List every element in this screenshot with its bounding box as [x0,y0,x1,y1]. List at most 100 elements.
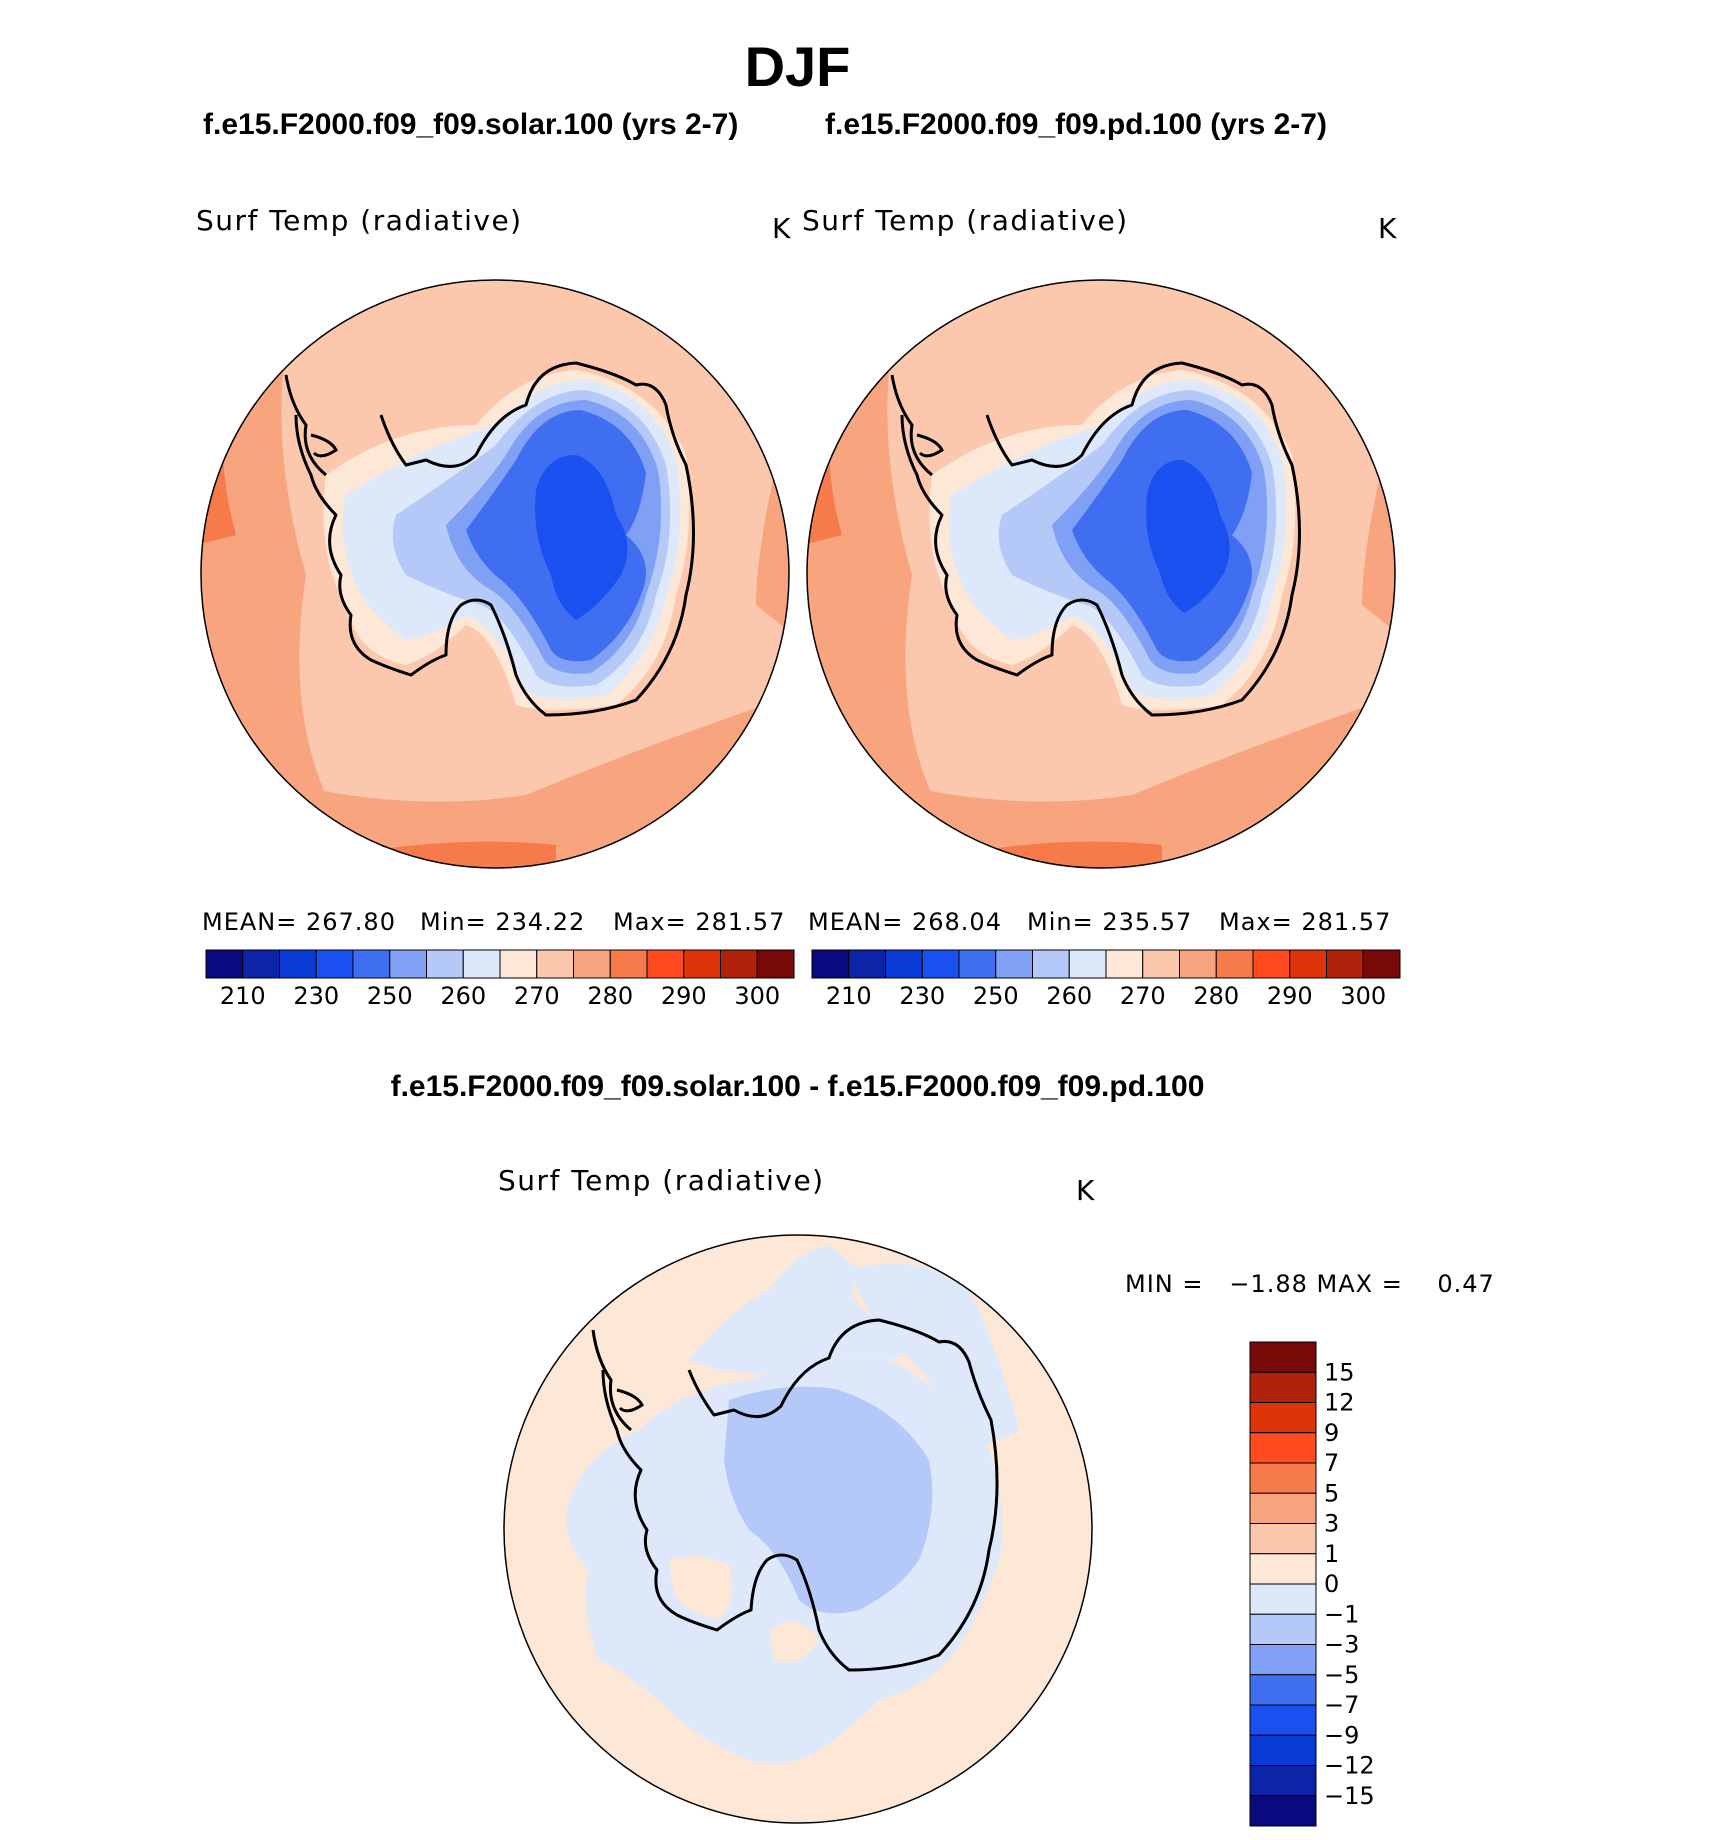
colorbar-tick-label: −3 [1324,1631,1359,1659]
positive-patch-inner [669,1556,733,1620]
colorbar-swatch [1289,949,1327,979]
cold-core [1145,460,1230,613]
colorbar-tick-label: 260 [1046,982,1092,1010]
colorbar-tick-label: −1 [1324,1600,1359,1628]
right-units-label: K [1378,212,1397,245]
colorbar-tick-label: 3 [1324,1510,1339,1538]
right-case-title: f.e15.F2000.f09_f09.pd.100 (yrs 2-7) [825,108,1327,141]
colorbar-swatch [1249,1402,1317,1434]
antarctica-coastline [900,361,1301,717]
colorbar-swatch [921,949,960,979]
peninsula-detail [591,1329,632,1432]
left-mean-stat: MEAN= 267.80 [202,908,396,936]
left-min-stat: Min= 234.22 [420,908,586,936]
colorbar-tick-label: 280 [1193,982,1239,1010]
colorbar-tick-label: −7 [1324,1691,1359,1719]
colorbar-tick-label: 280 [587,982,633,1010]
negative-patch-east [849,1263,1019,1445]
antarctica-coastline [601,1318,999,1672]
colorbar-swatch [279,949,317,979]
right-polar-map [806,279,1396,869]
left-polar-map [200,279,790,869]
left-colorbar: 210 230 250 260 270 280 290 300 [205,949,795,1010]
colorbar-swatch [1249,1795,1317,1827]
colorbar-tick-label: 250 [973,982,1019,1010]
colorbar-swatch [1326,949,1364,979]
colorbar-tick-label: 290 [1267,982,1313,1010]
colorbar-tick-label: 270 [1120,982,1166,1010]
season-title: DJF [744,35,851,98]
diff-variable-label: Surf Temp (radiative) [498,1164,825,1197]
positive-patch-bay [769,1622,819,1663]
left-case-title: f.e15.F2000.f09_f09.solar.100 (yrs 2-7) [203,108,739,141]
colorbar-tick-label: 270 [514,982,560,1010]
colorbar-swatch [609,949,648,979]
left-units-label: K [772,212,791,245]
ice-shelf-detail [616,1388,644,1413]
peninsula-detail [284,374,327,477]
colorbar-swatch [426,949,464,979]
colorbar-swatch [1032,949,1070,979]
colorbar-swatch [958,949,997,979]
colorbar-swatch [536,949,574,979]
colorbar-tick-label: 230 [899,982,945,1010]
colorbar-swatch [683,949,721,979]
left-variable-label: Surf Temp (radiative) [196,204,523,237]
island-detail [901,341,909,347]
colorbar-swatch [720,949,758,979]
right-colorbar-labels: 210 230 250 260 270 280 290 300 [826,982,1386,1010]
colorbar-swatch [1249,1644,1317,1676]
colorbar-swatch [573,949,611,979]
colorbar-tick-label: 15 [1324,1358,1355,1386]
colorbar-swatch [1215,949,1254,979]
difference-colorbar-swatches [1249,1341,1317,1827]
colorbar-swatch [352,949,391,979]
colorbar-swatch [1249,1613,1317,1645]
left-colorbar-swatches [205,949,795,979]
antarctica-coastline [294,361,695,717]
colorbar-swatch [1249,1765,1317,1797]
colorbar-swatch [315,949,354,979]
colorbar-swatch [646,949,685,979]
right-min-stat: Min= 235.57 [1027,908,1193,936]
colorbar-swatch [242,949,280,979]
colorbar-swatch [1249,1553,1317,1585]
map-boundary [806,279,1396,869]
colorbar-swatch [756,949,795,979]
colorbar-swatch [1249,1341,1317,1373]
map-boundary [503,1234,1093,1824]
colorbar-swatch [205,949,244,979]
difference-polar-map [503,1234,1093,1824]
ice-shelf-detail [310,433,338,458]
colorbar-tick-label: −9 [1324,1721,1359,1749]
colorbar-swatch [1249,1523,1317,1555]
left-colorbar-labels: 210 230 250 260 270 280 290 300 [220,982,780,1010]
difference-title: f.e15.F2000.f09_f09.solar.100 - f.e15.F2… [390,1070,1205,1103]
colorbar-tick-label: 5 [1324,1479,1339,1507]
cold-core [535,455,628,620]
colorbar-swatch [848,949,886,979]
colorbar-swatch [1362,949,1401,979]
peninsula-detail [890,374,933,477]
colorbar-tick-label: 300 [1340,982,1386,1010]
colorbar-swatch [499,949,538,979]
colorbar-swatch [811,949,850,979]
left-max-stat: Max= 281.57 [613,908,786,936]
colorbar-swatch [1249,1583,1317,1615]
right-variable-label: Surf Temp (radiative) [802,204,1129,237]
colorbar-swatch [389,949,427,979]
colorbar-swatch [995,949,1033,979]
right-colorbar: 210 230 250 260 270 280 290 300 [811,949,1401,1010]
colorbar-tick-label: 260 [440,982,486,1010]
colorbar-tick-label: 0 [1324,1570,1339,1598]
right-mean-stat: MEAN= 268.04 [808,908,1002,936]
colorbar-tick-label: 230 [293,982,339,1010]
right-max-stat: Max= 281.57 [1219,908,1392,936]
right-colorbar-swatches [811,949,1401,979]
map-boundary [200,279,790,869]
colorbar-swatch [885,949,923,979]
hot-patch-south [952,841,1162,868]
colorbar-swatch [1142,949,1180,979]
